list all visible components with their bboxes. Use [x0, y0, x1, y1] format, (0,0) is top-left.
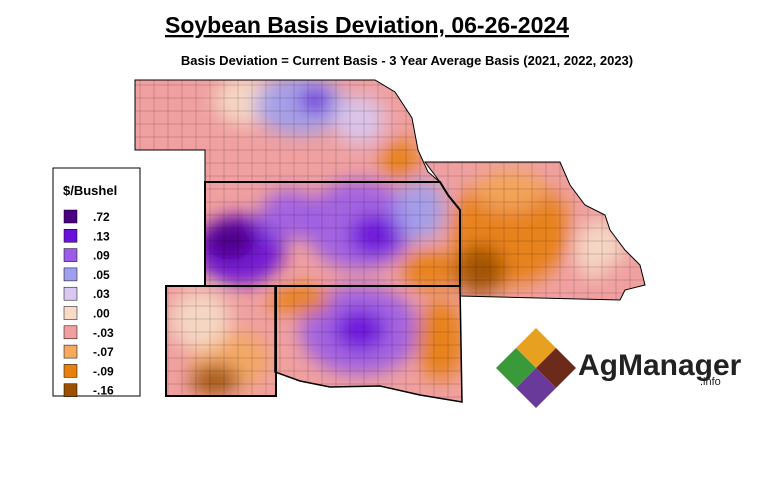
map-region [255, 80, 345, 135]
legend-label: -.09 [93, 364, 114, 378]
map-region [350, 215, 400, 255]
legend-swatch [63, 267, 78, 282]
subtitle: Basis Deviation = Current Basis - 3 Year… [181, 53, 633, 68]
map-region [170, 290, 230, 350]
map-region [380, 140, 420, 180]
map-region [205, 220, 255, 260]
legend-label: .05 [93, 268, 110, 282]
legend-swatch [63, 383, 78, 397]
map-region [190, 365, 240, 395]
legend-title: $/Bushel [63, 183, 117, 198]
map-region [400, 250, 460, 290]
legend-swatch [63, 229, 78, 243]
map-region [455, 245, 505, 295]
legend-swatch [63, 248, 78, 262]
legend-swatch [63, 286, 78, 301]
map-region [415, 300, 465, 380]
map-region [335, 95, 385, 145]
map-region [270, 285, 330, 315]
map-shading [135, 80, 640, 395]
legend-label: .09 [93, 249, 110, 263]
legend-swatch [63, 344, 78, 359]
map [135, 80, 645, 402]
legend-swatch [63, 364, 78, 378]
legend-swatch [63, 306, 78, 320]
legend-label: .72 [93, 210, 110, 224]
legend-swatch [63, 325, 78, 340]
map-region [600, 260, 640, 290]
legend-label: .00 [93, 307, 110, 321]
legend-label: .03 [93, 287, 110, 301]
map-region [335, 310, 385, 350]
map-region [300, 88, 330, 112]
state-borders [134, 79, 646, 403]
legend-swatch [63, 209, 78, 224]
map-region [475, 170, 545, 210]
legend-box [52, 167, 141, 397]
legend: .72 .13 .09 .05 .03 .00 -.03 -.07 -.09 -.16 [63, 209, 114, 398]
logo-name: AgManager [578, 349, 742, 382]
logo: AgManager .info [496, 328, 742, 408]
map-region [135, 80, 215, 140]
legend-label: .13 [93, 229, 110, 243]
legend-label: -.16 [93, 384, 114, 398]
logo-suffix: .info [700, 376, 721, 388]
legend-label: -.03 [93, 326, 114, 340]
title: Soybean Basis Deviation, 06-26-2024 [165, 12, 569, 38]
legend-label: -.07 [93, 345, 114, 359]
